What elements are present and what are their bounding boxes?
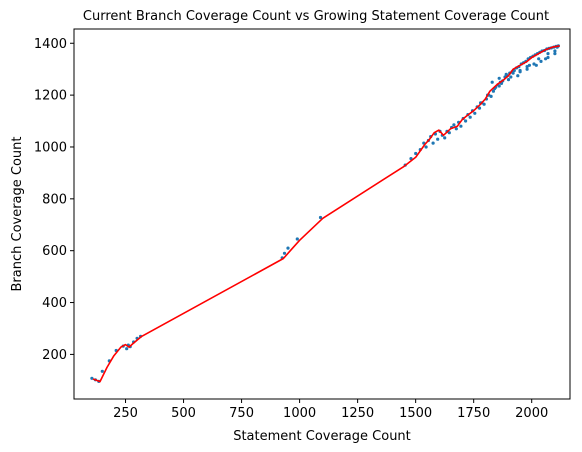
scatter-point [431, 141, 435, 145]
scatter-point [286, 246, 290, 250]
scatter-point [125, 347, 129, 351]
scatter-series [90, 44, 561, 383]
x-tick-label: 1250 [341, 406, 374, 421]
scatter-point [553, 49, 557, 53]
scatter-point [537, 57, 541, 61]
scatter-point [454, 127, 458, 131]
scatter-point [525, 67, 529, 71]
scatter-point [546, 52, 550, 56]
scatter-point [491, 89, 495, 93]
scatter-point [443, 136, 447, 140]
scatter-point [282, 251, 287, 255]
scatter-point [295, 237, 299, 241]
scatter-point [546, 55, 550, 60]
scatter-point [318, 215, 323, 220]
scatter-point [527, 63, 532, 67]
scatter-point [464, 119, 468, 123]
scatter-point [516, 74, 520, 78]
y-axis-ticks: 200 400 600 800 1000 1200 1400 [34, 37, 74, 363]
scatter-point [436, 137, 440, 141]
y-tick-label: 200 [42, 348, 67, 363]
scatter-point [490, 80, 494, 84]
scatter-point [482, 102, 486, 106]
scatter-point [452, 123, 456, 127]
chart-title: Current Branch Coverage Count vs Growing… [83, 9, 549, 24]
scatter-point [424, 145, 428, 149]
y-tick-label: 800 [42, 192, 67, 207]
plot-frame [73, 28, 571, 400]
scatter-point [90, 376, 94, 380]
scatter-point [544, 57, 548, 61]
x-tick-label: 500 [171, 406, 196, 421]
x-tick-label: 1750 [457, 406, 490, 421]
line-series [92, 45, 560, 383]
x-axis-ticks: 250 500 750 1000 1250 1500 1750 2000 [113, 399, 548, 421]
x-axis-label: Statement Coverage Count [233, 429, 411, 444]
y-tick-label: 600 [42, 244, 67, 259]
scatter-point [506, 78, 511, 82]
scatter-point [534, 63, 538, 67]
scatter-point [100, 369, 104, 373]
y-tick-label: 1200 [34, 89, 67, 104]
scatter-point [539, 59, 543, 64]
scatter-point [468, 115, 472, 119]
x-tick-label: 250 [113, 406, 138, 421]
scatter-point [473, 111, 477, 115]
scatter-point [447, 131, 451, 135]
y-axis-label: Branch Coverage Count [10, 136, 25, 291]
scatter-point [477, 106, 482, 110]
scatter-point [497, 84, 501, 88]
trend-line [92, 45, 560, 383]
x-tick-label: 1500 [399, 406, 432, 421]
scatter-point [509, 75, 513, 79]
x-tick-label: 750 [229, 406, 254, 421]
scatter-point [504, 72, 508, 76]
scatter-point [497, 76, 501, 80]
scatter-point [518, 70, 522, 74]
y-tick-label: 400 [42, 296, 67, 311]
scatter-point [414, 151, 418, 156]
scatter-point [511, 71, 515, 75]
scatter-point [489, 94, 493, 98]
scatter-point [459, 124, 463, 128]
x-tick-label: 2000 [515, 406, 548, 421]
y-tick-label: 1000 [34, 140, 67, 155]
y-tick-label: 1400 [34, 37, 67, 52]
scatter-point [553, 52, 557, 56]
x-tick-label: 1000 [283, 406, 316, 421]
